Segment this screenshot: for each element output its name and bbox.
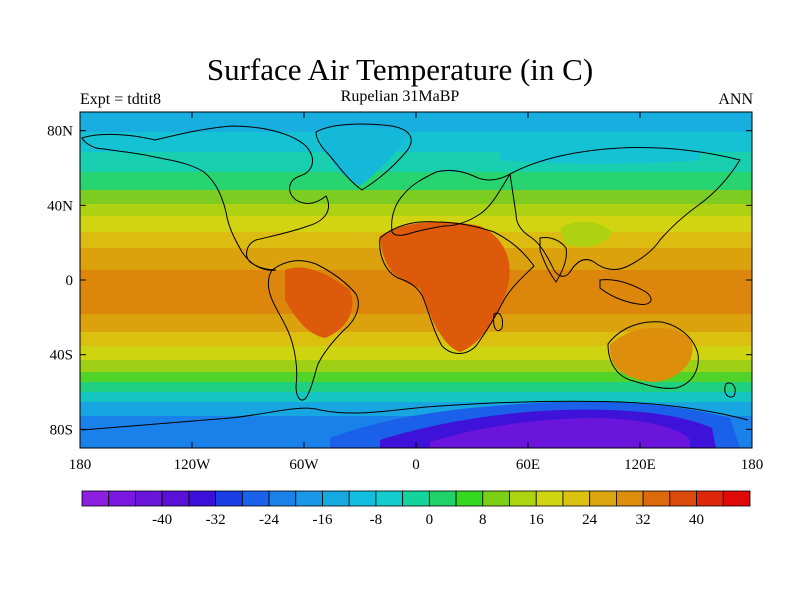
colorbar-swatch [348, 490, 377, 507]
colorbar-label: 16 [529, 512, 545, 528]
colorbar-swatch [81, 490, 110, 507]
longitude-ticks: 180 120W 60W 0 60E 120E 180 [69, 112, 764, 473]
colorbar-swatch [562, 490, 591, 507]
colorbar-swatch [188, 490, 217, 507]
coastline-india [539, 237, 567, 283]
coastline-madagascar [493, 312, 503, 332]
colorbar-swatch [135, 490, 163, 507]
colorbar-label: -32 [206, 512, 226, 528]
coastline-antarctica [81, 400, 749, 431]
coastlines [81, 123, 749, 431]
colorbar-swatch [215, 490, 243, 507]
lat-tick-label: 80S [50, 422, 73, 438]
colorbar-swatch [455, 490, 484, 507]
colorbar: -40 -32 -24 -16 -8 0 8 16 24 32 40 [81, 490, 751, 528]
lat-tick-label: 80N [47, 124, 73, 140]
colorbar-swatch [268, 490, 297, 507]
lon-tick-label: 120E [624, 457, 656, 473]
season-label: ANN [718, 91, 753, 108]
colorbar-swatch [616, 490, 644, 507]
colorbar-label: -16 [312, 512, 332, 528]
lon-tick-label: 60E [516, 457, 540, 473]
coastline-north-america [81, 125, 330, 271]
colorbar-label: 24 [582, 512, 598, 528]
colorbar-swatch [589, 490, 617, 507]
lat-tick-label: 40N [47, 198, 73, 214]
experiment-label: Expt = tdtit8 [80, 91, 162, 108]
colorbar-label: 40 [689, 512, 704, 528]
colorbar-swatch [161, 490, 190, 507]
lon-tick-label: 180 [69, 457, 92, 473]
coastline-new-zealand [724, 382, 736, 398]
colorbar-label: -24 [259, 512, 279, 528]
coastline-south-america [267, 260, 359, 401]
colorbar-label: 32 [636, 512, 651, 528]
colorbar-swatch [535, 490, 564, 507]
lon-tick-label: 60W [289, 457, 319, 473]
colorbar-label: 8 [479, 512, 487, 528]
colorbar-label: -40 [152, 512, 172, 528]
colorbar-swatch [509, 490, 537, 507]
coastline-australia [607, 321, 699, 389]
colorbar-swatch [669, 490, 697, 507]
colorbar-swatch [722, 490, 751, 507]
colorbar-label: -8 [370, 512, 383, 528]
plot-title: Surface Air Temperature (in C) [206, 52, 594, 87]
coastline-asia [509, 147, 741, 277]
coastline-greenland [315, 123, 412, 191]
plot-subtitle: Rupelian 31MaBP [340, 88, 460, 105]
colorbar-swatch [108, 490, 136, 507]
coastline-africa [379, 221, 535, 354]
lat-tick-label: 0 [66, 273, 74, 289]
temperature-field [80, 112, 752, 448]
lon-tick-label: 120W [174, 457, 212, 473]
coastline-southeast-asia [599, 279, 652, 305]
lon-tick-label: 0 [412, 457, 420, 473]
colorbar-swatch [482, 490, 510, 507]
colorbar-swatch [402, 490, 430, 507]
latitude-ticks: 80N 40N 0 40S 80S [47, 124, 752, 438]
colorbar-swatch [241, 490, 270, 507]
lon-tick-label: 180 [741, 457, 764, 473]
lat-tick-label: 40S [50, 348, 73, 364]
colorbar-swatch [295, 490, 323, 507]
colorbar-label: 0 [426, 512, 434, 528]
colorbar-swatch [375, 490, 404, 507]
colorbar-swatch [428, 490, 457, 507]
colorbar-swatch [642, 490, 671, 507]
colorbar-swatch [696, 490, 724, 507]
colorbar-swatch [322, 490, 350, 507]
